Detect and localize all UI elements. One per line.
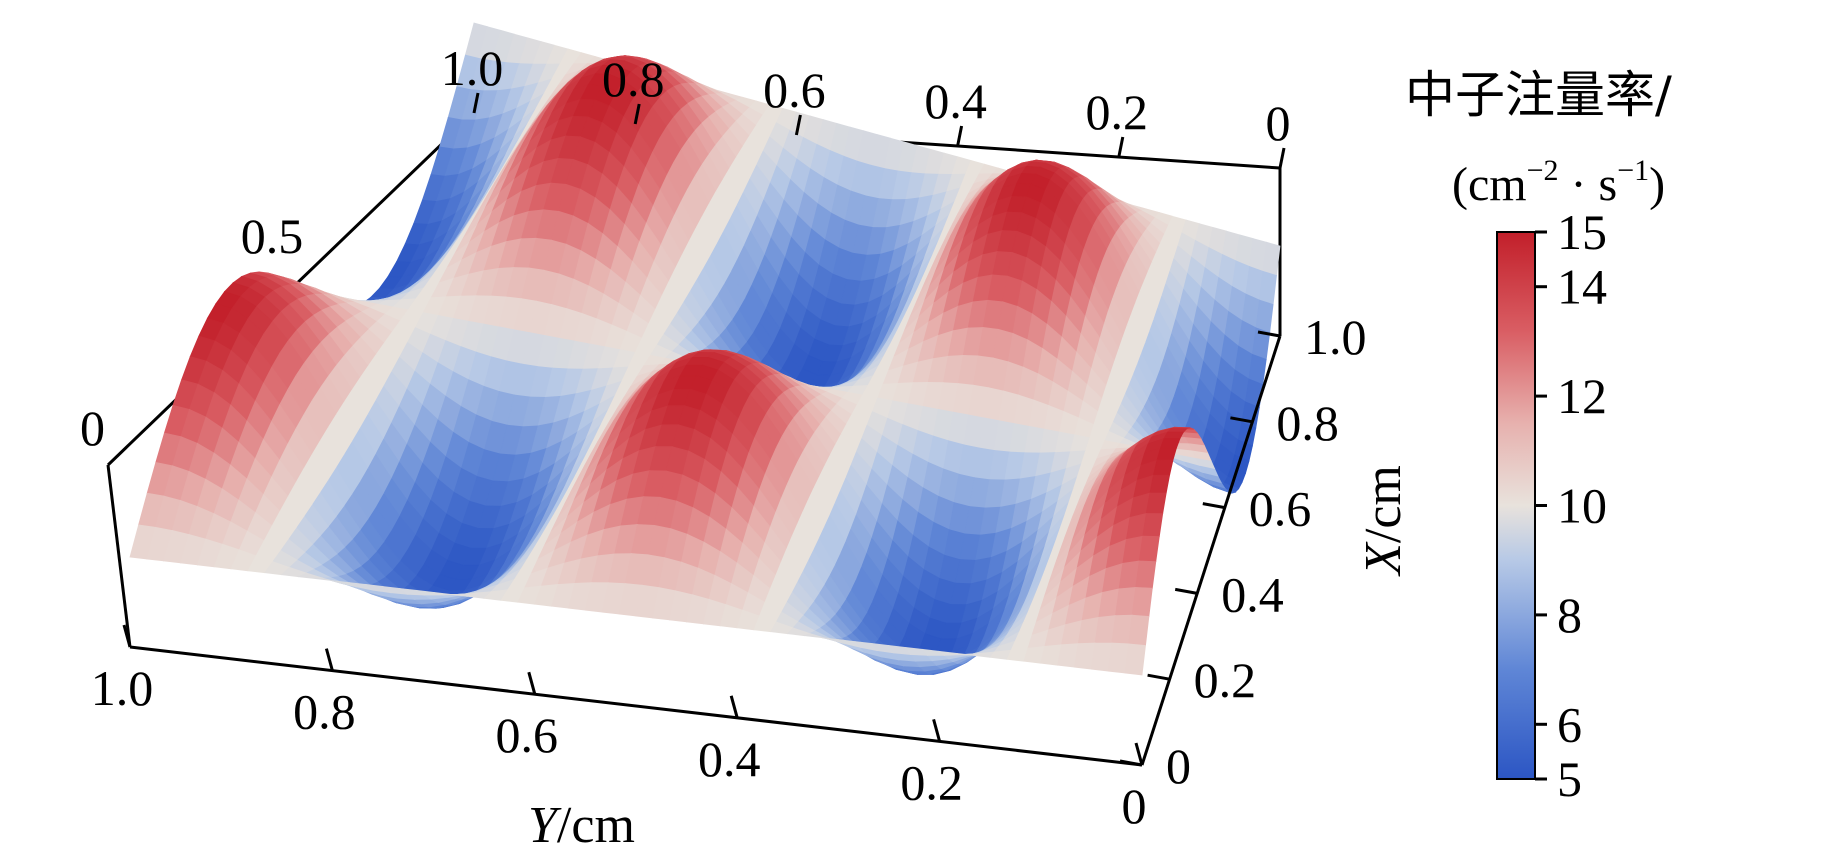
x-axis-label-var: X (1355, 541, 1412, 577)
x-tick-mark (1147, 673, 1170, 681)
y-tick-labels: 0 0.2 0.4 0.6 0.8 1.0 (91, 660, 1147, 834)
colorbar-title: 中子注量率/ (1405, 66, 1672, 124)
top-tick-mark (956, 125, 964, 147)
surface-cell (1166, 428, 1188, 433)
surface-cell (1156, 447, 1178, 461)
z-tick-labels: 00.5 (80, 208, 303, 456)
top-tick-label: 0 (1266, 95, 1291, 151)
x-tick-label: 0.6 (1249, 481, 1312, 537)
top-tick-mark (633, 103, 641, 125)
top-tick-label: 0.2 (1086, 84, 1149, 140)
colorbar-tick-label: 10 (1557, 478, 1607, 534)
surface-cell (1128, 614, 1150, 646)
x-tick-label: 1.0 (1304, 309, 1367, 365)
top-tick-mark (1278, 147, 1286, 169)
x-tick-mark (1174, 587, 1198, 595)
x-tick-label: 0.4 (1221, 566, 1284, 622)
surface-cell (1255, 299, 1274, 334)
surface-cell (1149, 474, 1171, 494)
y-tick-mark (729, 695, 739, 719)
top-tick-label: 0.8 (602, 51, 665, 107)
y-tick-mark (932, 719, 942, 742)
surface-cell (1142, 513, 1164, 537)
surface-cell (1145, 492, 1167, 515)
surface-cell (1259, 270, 1277, 306)
colorbar-gradient (1496, 231, 1536, 780)
y-tick-label: 0.2 (900, 754, 963, 810)
y-tick-mark (1134, 742, 1144, 766)
top-tick-mark (472, 92, 480, 114)
y-tick-label: 0 (1122, 778, 1147, 834)
x-axis-label: X/cm (1355, 465, 1412, 577)
x-tick-mark (1202, 502, 1226, 510)
x-tick-mark (1257, 330, 1281, 338)
top-tick-label: 0.4 (924, 73, 987, 129)
top-tick-mark (794, 114, 802, 136)
frame-bottom-front-edge (129, 645, 1143, 767)
top-tick-label: 1.0 (441, 40, 504, 96)
surface-cell (1159, 438, 1181, 449)
front-frame (106, 335, 1282, 767)
y-axis-label-unit: /cm (557, 797, 635, 850)
z-tick-label: 0 (80, 400, 105, 456)
colorbar-unit: (cm−2 · s−1) (1452, 154, 1665, 211)
x-tick-mark (1230, 416, 1253, 424)
y-tick-mark (527, 671, 537, 695)
frame-left-front-vertical (106, 464, 132, 648)
z-tick-label: 0.5 (241, 208, 304, 264)
surface-cell (1163, 431, 1185, 440)
colorbar-tick-label: 8 (1557, 587, 1582, 643)
surface-cell (1152, 459, 1174, 476)
colorbar-tick-label: 14 (1557, 259, 1607, 315)
x-tick-labels: 00.2 0.4 0.6 0.8 1.0 (1166, 309, 1367, 794)
y-tick-mark (324, 648, 334, 671)
colorbar-tick-label: 5 (1557, 751, 1582, 807)
y-axis-label-var: Y (528, 797, 562, 850)
colorbar-tick-label: 12 (1557, 368, 1607, 424)
y-tick-label: 0.8 (293, 684, 356, 740)
y-tick-label: 1.0 (91, 660, 154, 716)
surface-mesh (129, 22, 1281, 676)
y-tick-mark (122, 624, 132, 648)
frame-right-front-edge (1140, 335, 1282, 766)
y-axis-label: Y/cm (528, 797, 635, 850)
colorbar-tick-label: 6 (1557, 696, 1582, 752)
x-tick-mark (1119, 759, 1143, 767)
tick-marks (122, 92, 1286, 767)
y-tick-label: 0.4 (698, 731, 761, 787)
surface-cell (1131, 586, 1153, 617)
x-tick-label: 0 (1166, 738, 1191, 794)
surface-cell (1138, 535, 1160, 563)
top-tick-labels: 1.0 0.8 0.6 0.4 0.2 0 (441, 40, 1291, 151)
x-tick-label: 0.8 (1276, 395, 1339, 451)
surface-cell (1124, 643, 1146, 676)
x-axis-label-unit: /cm (1355, 465, 1412, 543)
x-tick-label: 0.2 (1194, 652, 1257, 708)
top-tick-mark (1117, 136, 1125, 158)
surface-cell (1135, 560, 1157, 589)
top-tick-label: 0.6 (763, 62, 826, 118)
y-tick-label: 0.6 (496, 707, 559, 763)
colorbar-tick-label: 15 (1557, 204, 1607, 260)
